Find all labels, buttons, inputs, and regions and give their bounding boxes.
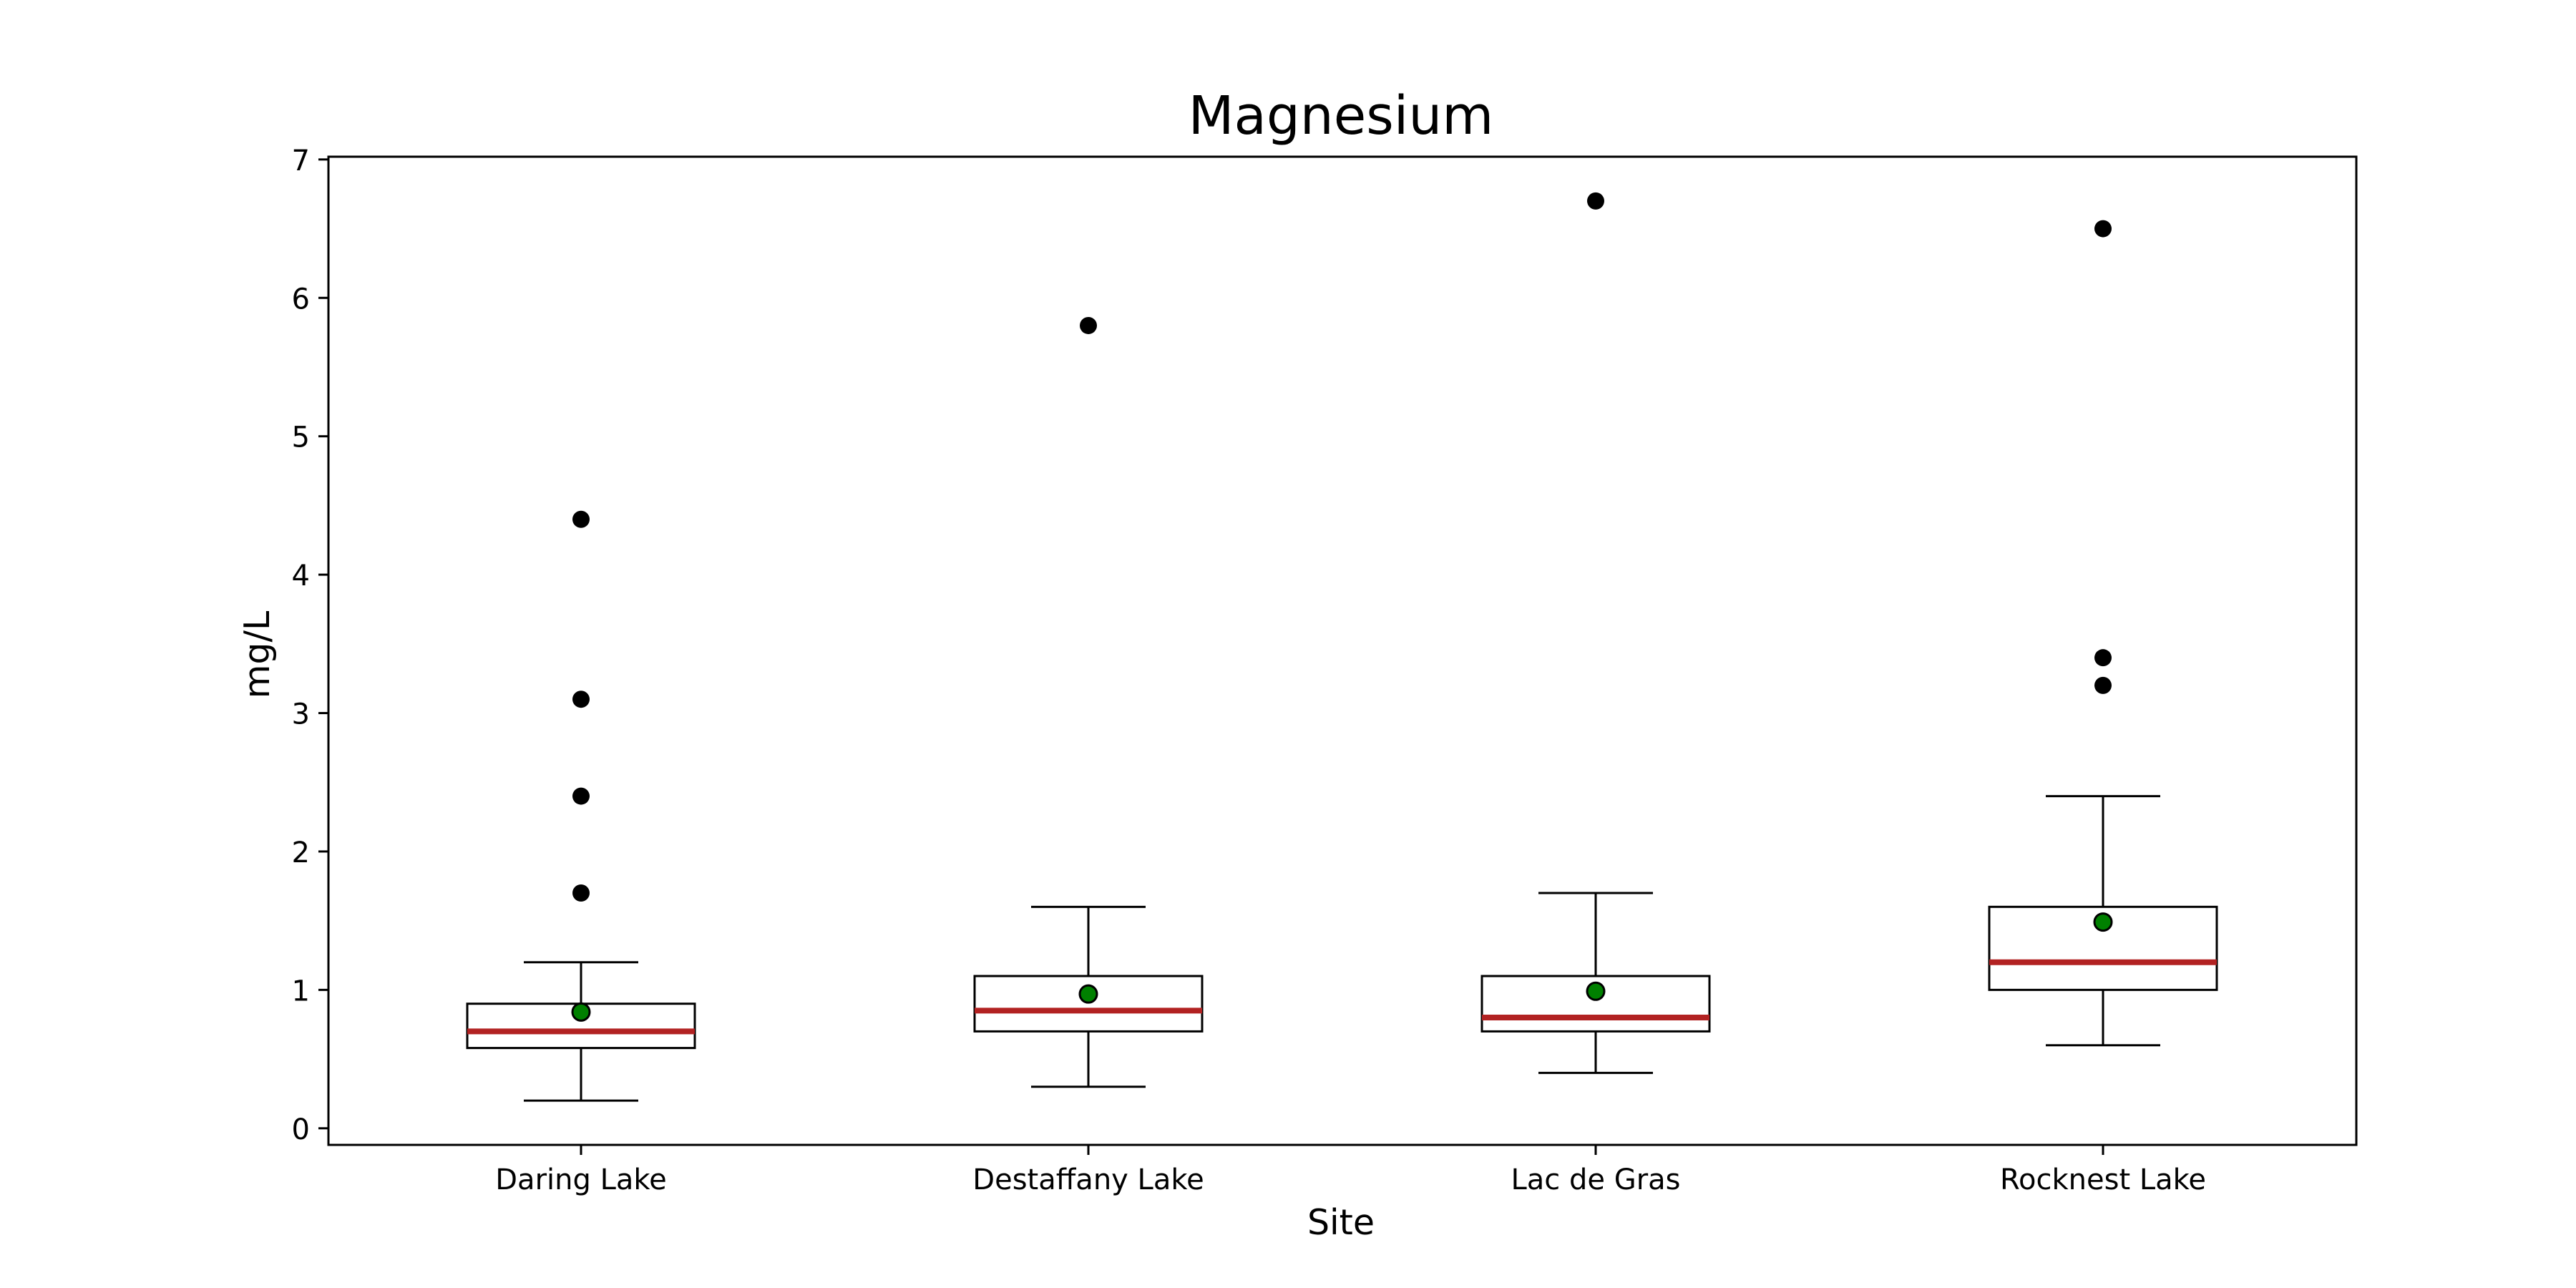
mean-marker [1078,984,1098,1004]
outlier-point [572,691,590,708]
mean-marker [2093,912,2113,932]
x-tick-label: Daring Lake [495,1163,666,1196]
outlier-point [1080,316,1097,334]
x-axis-label: Site [1307,1202,1375,1243]
plot-frame [327,155,2358,1146]
outlier-point [572,884,590,902]
iqr-box [973,975,1204,1033]
outlier-point [572,510,590,528]
y-axis-label: mg/L [237,610,278,698]
y-tick-label: 2 [292,836,310,869]
x-tick-label: Lac de Gras [1511,1163,1680,1196]
y-tick-label: 5 [292,421,310,454]
iqr-box [1988,905,2218,991]
y-tick-label: 6 [292,283,310,316]
outlier-point [572,787,590,805]
mean-marker [571,1002,591,1022]
mean-marker [1586,981,1606,1001]
outlier-point [1587,192,1604,210]
outlier-point [2094,676,2112,694]
y-tick-label: 0 [292,1113,310,1146]
y-tick-label: 1 [292,975,310,1008]
iqr-box [1480,975,1711,1033]
plot-marks: 0 1 2 3 4 5 6 7 Daring Lake Destaffany Lake Lac de… [292,145,2218,1196]
x-tick-label: Rocknest Lake [2000,1163,2206,1196]
y-tick-label: 4 [292,560,310,592]
x-tick-label: Destaffany Lake [972,1163,1204,1196]
y-tick-label: 3 [292,698,310,731]
outlier-point [2094,649,2112,667]
chart-title: Magnesium [1189,85,1494,147]
outlier-point [2094,220,2112,238]
y-tick-label: 7 [292,145,310,177]
